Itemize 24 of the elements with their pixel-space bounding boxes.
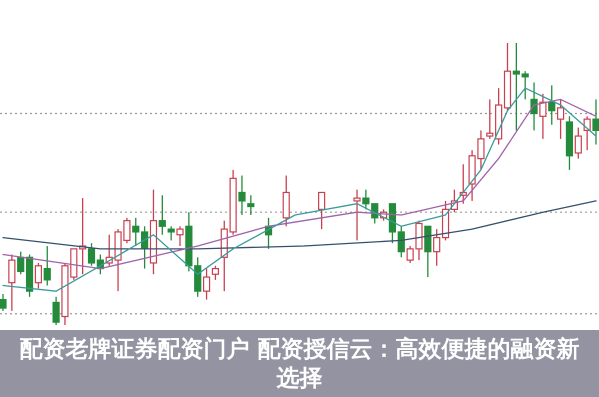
candlestick [318,192,326,230]
candlestick [574,126,582,160]
candlestick [539,93,546,140]
candlestick [592,98,599,146]
candlestick [34,262,42,289]
candlestick [123,217,131,244]
candlestick [168,226,175,242]
candlestick [202,268,210,300]
text: 配资老牌证券配资门户 配资授信云：高效便捷的融资新选择 [19,336,580,392]
candlestick [556,98,564,140]
candlestick [212,265,220,281]
candlestick [477,130,485,171]
candlestick [176,226,184,247]
candlestick [0,293,7,312]
candlestick [406,245,414,264]
candlestick [88,242,96,266]
candlestick [247,194,254,216]
candlestick [238,174,246,216]
candlestick [8,254,16,312]
candlestick [158,194,166,236]
candlestick [548,84,556,126]
candlestick [52,296,60,326]
candlestick [44,245,51,286]
candlestick [353,188,361,242]
